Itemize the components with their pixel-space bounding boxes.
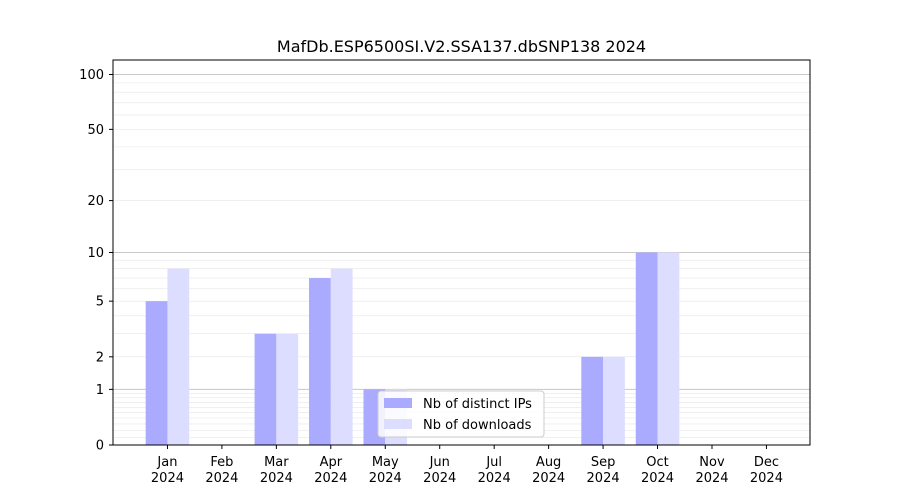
x-tick-label-year: 2024 — [314, 471, 347, 486]
legend-label: Nb of downloads — [423, 418, 532, 433]
x-tick-label-year: 2024 — [532, 471, 565, 486]
y-tick-label: 10 — [87, 246, 104, 261]
grid-layer — [113, 74, 810, 438]
bar-downloads — [276, 333, 299, 445]
x-tick-label-month: Feb — [210, 455, 233, 470]
y-tick-label: 0 — [96, 439, 104, 454]
x-tick-label-month: Jul — [485, 455, 502, 470]
x-tick-label-year: 2024 — [478, 471, 511, 486]
bar-distinct-ips — [635, 252, 658, 445]
x-tick-label-month: Apr — [320, 455, 343, 470]
x-tick-label-year: 2024 — [750, 471, 783, 486]
x-tick-label-year: 2024 — [205, 471, 238, 486]
bar-distinct-ips — [145, 301, 168, 445]
y-tick-label: 5 — [96, 295, 104, 310]
legend-swatch — [384, 398, 412, 408]
bar-distinct-ips — [254, 333, 277, 445]
x-axis: Jan2024Feb2024Mar2024Apr2024May2024Jun20… — [151, 445, 783, 486]
x-tick-label-month: Dec — [754, 455, 779, 470]
bar-distinct-ips — [581, 356, 604, 445]
x-tick-label-year: 2024 — [260, 471, 293, 486]
bar-distinct-ips — [309, 278, 331, 445]
chart-title: MafDb.ESP6500SI.V2.SSA137.dbSNP138 2024 — [277, 37, 646, 56]
legend-swatch — [384, 419, 412, 429]
bar-downloads — [167, 268, 190, 445]
x-tick-label-month: Mar — [264, 455, 289, 470]
legend: Nb of distinct IPs Nb of downloads — [377, 390, 545, 438]
x-tick-label-month: Nov — [699, 455, 725, 470]
y-axis: 0 1 2 5 10 20 50 100 — [79, 68, 113, 454]
x-tick-label-year: 2024 — [587, 471, 620, 486]
legend-box — [377, 390, 545, 438]
x-tick-label-month: Aug — [536, 455, 561, 470]
x-tick-label-month: Sep — [591, 455, 616, 470]
x-tick-label-year: 2024 — [695, 471, 728, 486]
y-tick-label: 20 — [87, 194, 104, 209]
bar-downloads — [330, 268, 353, 445]
y-tick-label: 50 — [87, 123, 104, 138]
y-tick-label: 1 — [96, 383, 104, 398]
y-tick-label: 2 — [96, 350, 104, 365]
x-tick-label-year: 2024 — [423, 471, 456, 486]
x-tick-label-year: 2024 — [369, 471, 402, 486]
x-tick-label-month: Jun — [429, 455, 450, 470]
x-tick-label-month: Jan — [156, 455, 177, 470]
x-tick-label-month: Oct — [646, 455, 668, 470]
y-tick-label: 100 — [79, 68, 104, 83]
bar-downloads — [657, 252, 680, 445]
bar-downloads — [603, 356, 625, 445]
legend-label: Nb of distinct IPs — [423, 397, 532, 412]
x-tick-label-year: 2024 — [151, 471, 184, 486]
x-tick-label-month: May — [372, 455, 399, 470]
x-tick-label-year: 2024 — [641, 471, 674, 486]
